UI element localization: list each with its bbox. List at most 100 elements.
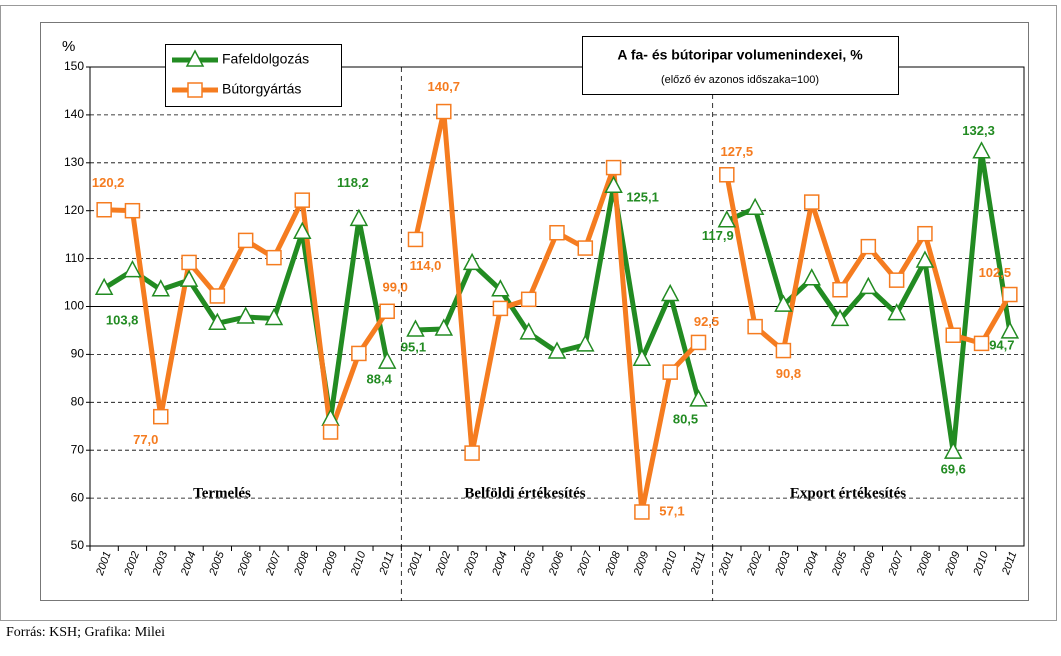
data-label: 114,0 bbox=[410, 258, 442, 273]
legend-marker bbox=[185, 49, 205, 67]
data-label: 117,9 bbox=[702, 228, 734, 243]
triangle-marker bbox=[943, 441, 963, 459]
group-label: Belföldi értékesítés bbox=[464, 485, 585, 501]
triangle-marker bbox=[462, 252, 482, 271]
square-marker bbox=[860, 238, 877, 255]
square-marker bbox=[96, 201, 112, 218]
square-marker bbox=[662, 364, 678, 380]
triangle-marker bbox=[236, 306, 255, 324]
title-box bbox=[582, 36, 899, 95]
square-marker bbox=[719, 167, 735, 183]
square-marker bbox=[945, 327, 961, 343]
triangle-marker bbox=[632, 348, 652, 366]
square-marker bbox=[124, 202, 141, 219]
triangle-marker bbox=[915, 250, 935, 268]
triangle-marker bbox=[689, 389, 708, 407]
square-marker bbox=[549, 224, 565, 241]
y-tick-label: 80 bbox=[71, 394, 85, 408]
data-label: 94,7 bbox=[989, 337, 1014, 352]
triangle-marker bbox=[264, 307, 284, 326]
square-marker bbox=[832, 281, 848, 298]
triangle-marker bbox=[830, 308, 850, 327]
triangle-marker bbox=[208, 312, 227, 331]
square-marker bbox=[407, 231, 424, 248]
triangle-marker bbox=[519, 322, 538, 340]
triangle-marker bbox=[604, 175, 623, 194]
triangle-marker bbox=[491, 279, 510, 297]
square-marker bbox=[888, 272, 905, 288]
data-label: 102,5 bbox=[979, 265, 1012, 280]
data-label: 140,7 bbox=[428, 79, 461, 94]
triangle-marker bbox=[293, 221, 312, 240]
triangle-marker bbox=[123, 259, 142, 278]
data-label: 103,8 bbox=[106, 313, 139, 328]
triangle-marker bbox=[774, 294, 793, 312]
legend: Fafeldolgozás Bútorgyártás bbox=[172, 49, 309, 98]
square-marker bbox=[747, 318, 763, 335]
data-label: 127,5 bbox=[721, 144, 754, 159]
square-marker bbox=[181, 254, 197, 271]
triangle-marker bbox=[660, 283, 680, 302]
y-tick-label: 60 bbox=[71, 490, 85, 504]
y-tick-label: 110 bbox=[65, 251, 84, 265]
group-label: Termelés bbox=[193, 485, 251, 501]
square-marker bbox=[351, 345, 367, 362]
data-label: 132,3 bbox=[962, 123, 995, 138]
outer-frame bbox=[0, 5, 1057, 621]
triangle-marker bbox=[576, 334, 595, 352]
square-marker bbox=[322, 424, 339, 440]
square-marker bbox=[436, 103, 452, 120]
square-marker bbox=[634, 504, 650, 520]
data-label: 118,2 bbox=[337, 175, 369, 190]
data-label: 99,0 bbox=[383, 280, 408, 295]
square-marker bbox=[266, 249, 282, 266]
triangle-marker bbox=[745, 197, 765, 216]
triangle-marker bbox=[859, 276, 878, 295]
y-tick-label: 120 bbox=[64, 203, 84, 217]
chart-title: A fa- és bútoripar volumenindexei, % bbox=[617, 47, 863, 63]
data-label: 80,5 bbox=[673, 411, 698, 426]
triangle-marker bbox=[179, 269, 199, 287]
data-label: 90,8 bbox=[776, 366, 801, 381]
square-marker bbox=[577, 240, 594, 256]
triangle-marker bbox=[434, 318, 454, 336]
y-tick-label: 130 bbox=[64, 155, 84, 169]
data-label: 125,1 bbox=[626, 190, 659, 205]
y-tick-label: 140 bbox=[64, 107, 84, 121]
y-tick-label: 150 bbox=[64, 59, 84, 73]
legend-label: Bútorgyártás bbox=[222, 81, 301, 97]
square-marker bbox=[917, 225, 933, 242]
legend-label: Fafeldolgozás bbox=[222, 51, 309, 67]
square-marker bbox=[492, 300, 509, 317]
legend-marker bbox=[187, 82, 203, 98]
group-label: Export értékesítés bbox=[790, 485, 906, 501]
square-marker bbox=[605, 159, 622, 176]
square-marker bbox=[237, 232, 254, 249]
square-marker bbox=[379, 303, 395, 320]
square-marker bbox=[803, 194, 820, 210]
square-marker bbox=[973, 335, 990, 352]
source-note: Forrás: KSH; Grafika: Milei bbox=[6, 625, 165, 640]
chart-subtitle: (előző év azonos időszaka=100) bbox=[661, 74, 819, 86]
square-marker bbox=[209, 288, 226, 304]
data-label: 69,6 bbox=[941, 462, 966, 477]
square-marker bbox=[520, 291, 537, 308]
triangle-marker bbox=[802, 268, 821, 286]
data-label: 95,1 bbox=[401, 339, 426, 354]
triangle-marker bbox=[887, 303, 906, 321]
data-label: 57,1 bbox=[659, 503, 684, 518]
y-tick-label: 50 bbox=[71, 538, 85, 552]
y-tick-label: 90 bbox=[71, 347, 85, 361]
square-marker bbox=[1002, 286, 1018, 303]
data-label: 88,4 bbox=[367, 372, 393, 387]
data-label: 120,2 bbox=[92, 175, 125, 190]
triangle-marker bbox=[717, 210, 737, 228]
triangle-marker bbox=[972, 141, 991, 159]
data-label: 77,0 bbox=[133, 432, 158, 447]
y-axis-label: % bbox=[62, 38, 75, 55]
triangle-marker bbox=[406, 319, 425, 337]
triangle-marker bbox=[94, 277, 114, 296]
triangle-marker bbox=[1000, 321, 1020, 339]
square-marker bbox=[690, 334, 707, 351]
